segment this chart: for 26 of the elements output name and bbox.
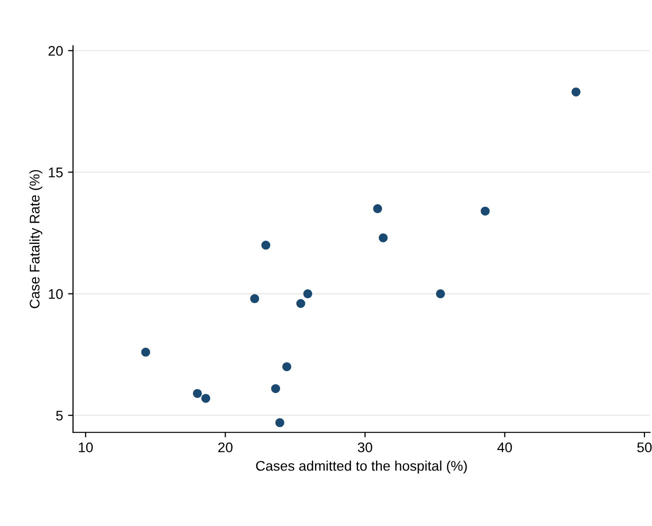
point <box>480 206 490 216</box>
y-tick-label: 20 <box>48 46 63 56</box>
point <box>378 233 388 242</box>
x-tick-label: 20 <box>218 442 232 452</box>
point <box>303 289 312 298</box>
x-tick-label: 40 <box>497 442 512 452</box>
x-tick-label: 10 <box>78 442 93 452</box>
point <box>436 289 445 298</box>
point <box>250 294 260 304</box>
y-tick-label: 10 <box>48 289 63 299</box>
point <box>192 388 202 398</box>
point <box>141 348 150 357</box>
y-tick-label: 15 <box>48 168 63 178</box>
point <box>571 87 580 96</box>
x-tick-label: 50 <box>637 442 652 452</box>
x-tick-label: 30 <box>358 442 372 452</box>
point <box>201 394 210 403</box>
point <box>271 384 280 394</box>
x-axis-title: Cases admitted to the hospital (%) <box>256 460 467 474</box>
y-tick-label: 5 <box>56 410 63 421</box>
point <box>261 240 270 250</box>
point <box>282 362 292 372</box>
point <box>275 418 284 428</box>
y-axis-title: Case Fatality Rate (%) <box>29 170 42 308</box>
point <box>373 204 382 214</box>
point <box>296 299 306 308</box>
